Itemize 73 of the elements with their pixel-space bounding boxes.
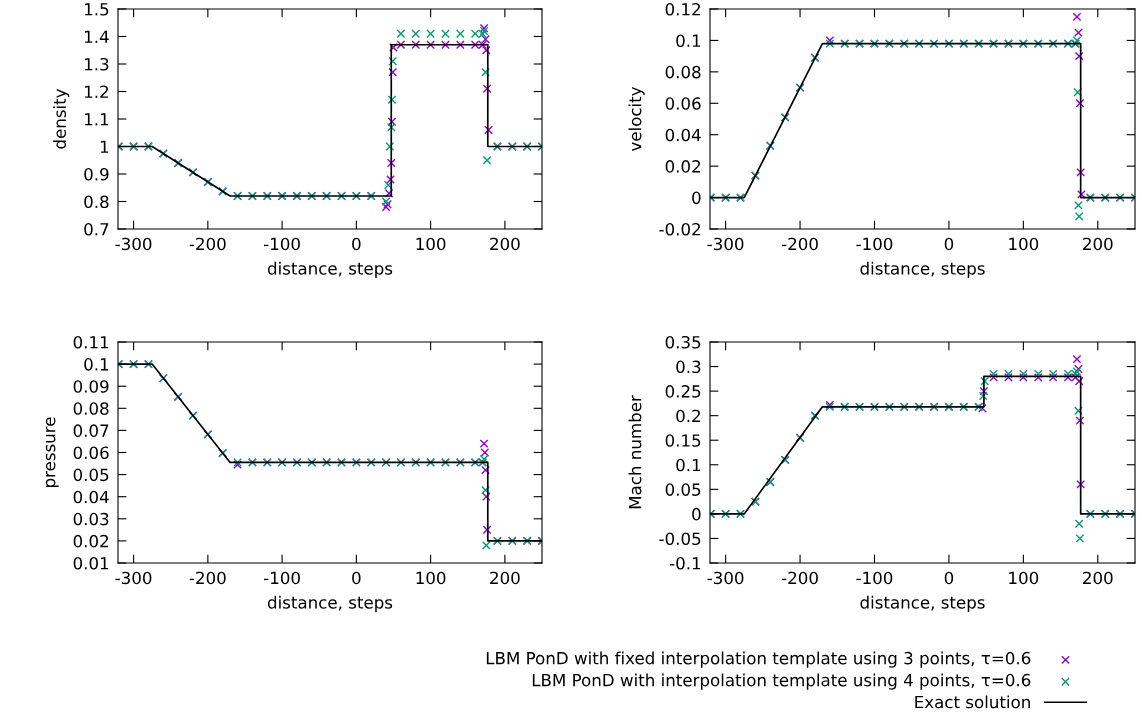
x-tick-label: 100 [416,571,446,585]
x-tick-label: -300 [115,571,152,585]
x-tick-label: 200 [490,237,520,251]
y-axis-title: pressure [45,417,59,487]
x-tick-label: -200 [189,237,226,251]
y-tick-label: 0.05 [73,468,109,482]
x-tick-label: -300 [707,237,744,251]
y-tick-label: 0.02 [73,534,108,548]
y-tick-label: 1.3 [84,57,109,71]
y-tick-label: -0.05 [659,532,701,546]
x-tick-label: 0 [352,237,361,251]
x-tick-label: 200 [1083,571,1113,585]
y-tick-label: 0.01 [73,556,109,570]
y-tick-label: -0.02 [659,222,700,236]
y-tick-label: 0.11 [73,335,109,349]
x-tick-label: -200 [781,571,818,585]
y-tick-label: 0.35 [665,335,701,349]
x-tick-label: -300 [707,571,744,585]
y-tick-label: 0.7 [84,222,109,236]
x-tick-label: -100 [856,571,893,585]
x-axis-title: distance, steps [860,261,985,278]
y-tick-label: 0.1 [676,34,701,47]
y-tick-label: 0.1 [676,458,701,472]
x-tick-label: 100 [1009,237,1039,251]
y-axis-title: density [53,88,70,149]
x-tick-label: -100 [264,237,300,251]
legend-label: LBM PonD with fixed interpolation template using 3 points, τ=0.6 [486,651,1031,668]
y-tick-label: 1.4 [84,30,109,43]
y-tick-label: 0.12 [665,2,700,16]
y-tick-label: 0.04 [73,490,109,504]
legend-label: Exact solution [915,695,1030,709]
x-tick-label: 0 [352,571,361,585]
x-tick-label: -300 [115,237,152,251]
y-tick-label: 0 [692,191,701,205]
y-tick-label: 0.8 [84,195,109,209]
y-tick-label: 0.05 [665,483,701,496]
legend-label: LBM PonD with interpolation template using 4 points, τ=0.6 [532,673,1031,690]
y-tick-label: 0.9 [84,167,109,181]
y-tick-label: 0.04 [665,128,701,142]
y-tick-label: 0.25 [665,385,701,398]
y-tick-label: 1.5 [84,3,109,16]
y-tick-label: 0.03 [73,512,109,526]
x-tick-label: 100 [416,237,446,251]
x-tick-label: 100 [1009,571,1039,585]
x-tick-label: -100 [856,237,893,251]
y-tick-label: 1.2 [84,85,108,98]
y-tick-label: 1.1 [84,113,109,126]
y-tick-label: 0.1 [84,358,109,371]
y-tick-label: 0.09 [73,380,109,393]
y-tick-label: 0.3 [676,360,701,374]
x-tick-label: -100 [264,571,300,585]
x-tick-label: 200 [490,571,520,585]
y-tick-label: 0.06 [665,97,701,110]
y-tick-label: 0.15 [665,434,701,447]
x-tick-label: -200 [189,571,226,585]
y-tick-label: 0 [692,507,701,521]
x-tick-label: 0 [944,237,954,251]
y-tick-label: 0.07 [73,424,109,437]
y-axis-title: velocity [628,86,645,152]
x-axis-title: distance, steps [860,595,985,612]
x-tick-label: -200 [781,237,818,251]
y-axis-title: Mach number [628,395,642,509]
x-tick-label: 0 [944,571,954,585]
y-tick-label: 0.08 [665,65,701,79]
y-tick-label: 0.06 [73,446,109,460]
x-axis-title: distance, steps [267,595,393,612]
y-tick-label: 0.08 [73,402,109,415]
x-axis-title: distance, steps [267,261,393,278]
x-tick-label: 200 [1083,237,1113,251]
y-tick-label: 1 [100,140,109,153]
y-tick-label: 0.2 [676,409,700,423]
y-tick-label: 0.02 [665,160,700,173]
y-tick-label: -0.1 [669,556,701,570]
